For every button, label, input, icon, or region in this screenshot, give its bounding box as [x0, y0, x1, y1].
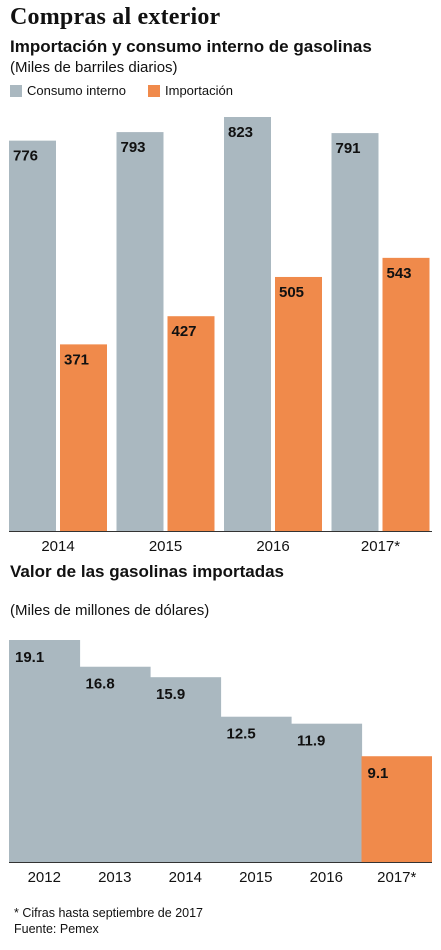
x-tick-2017*: 2017*: [377, 869, 416, 886]
x-tick-2015: 2015: [149, 538, 182, 555]
x-tick-2014: 2014: [41, 538, 74, 555]
legend-label-importacion: Importación: [165, 83, 233, 98]
value-label-2014: 15.9: [156, 686, 185, 703]
value-label-importacion-2014: 371: [64, 351, 89, 368]
value-label-consumo-2016: 823: [228, 124, 253, 141]
step-bar-2013: [79, 666, 151, 862]
import-value-step-chart: 19.1 2012 16.8 2013 15.9 2014 12.5 2015 11.9 2016…: [9, 640, 432, 886]
value-label-2017*: 9.1: [368, 765, 389, 782]
chart2-title: Valor de las gasolinas importadas: [10, 562, 284, 581]
bar-importacion-2014: [60, 344, 107, 531]
value-label-2013: 16.8: [86, 676, 115, 693]
legend-item-importacion: Importación: [148, 83, 233, 98]
legend-swatch-consumo: [10, 84, 22, 97]
step-bar-2016: [291, 723, 363, 862]
bar-consumo-2017*: [331, 133, 379, 531]
value-label-2016: 11.9: [297, 733, 325, 750]
value-label-importacion-2015: 427: [172, 323, 197, 340]
bar-consumo-2015: [116, 132, 164, 531]
step-bar-2014: [150, 677, 222, 862]
step-bar-2015: [220, 716, 292, 862]
source: Fuente: Pemex: [14, 922, 99, 936]
legend-item-consumo: Consumo interno: [10, 83, 126, 98]
value-label-2012: 19.1: [15, 649, 44, 666]
footnote: * Cifras hasta septiembre de 2017: [14, 906, 203, 920]
chart1-title: Importación y consumo interno de gasolin…: [10, 37, 372, 56]
value-label-importacion-2017*: 543: [387, 265, 412, 282]
chart1-unit: (Miles de barriles diarios): [10, 59, 178, 76]
chart2-unit: (Miles de millones de dólares): [10, 602, 210, 619]
legend-label-consumo: Consumo interno: [27, 83, 126, 98]
x-tick-2014: 2014: [169, 869, 202, 886]
x-tick-2015: 2015: [239, 869, 272, 886]
value-label-consumo-2014: 776: [13, 148, 38, 165]
page-title: Compras al exterior: [10, 4, 221, 30]
value-label-importacion-2016: 505: [279, 284, 304, 301]
bar-importacion-2015: [167, 316, 215, 531]
bar-importacion-2017*: [382, 257, 430, 531]
bar-consumo-2014: [9, 140, 56, 532]
step-bar-2017*: [361, 756, 432, 862]
step-bar-2012: [9, 640, 81, 862]
x-tick-2016: 2016: [256, 538, 289, 555]
x-tick-2012: 2012: [28, 869, 61, 886]
value-label-consumo-2015: 793: [121, 139, 146, 156]
value-label-consumo-2017*: 791: [336, 140, 361, 157]
value-label-2015: 12.5: [227, 726, 256, 743]
legend: Consumo interno Importación: [10, 83, 255, 98]
import-consumption-bar-chart: 776 371 2014 793 427 2015 823 505 2016 791 543 2017…: [9, 117, 432, 555]
x-tick-2013: 2013: [98, 869, 131, 886]
bar-importacion-2016: [275, 276, 322, 531]
x-tick-2016: 2016: [310, 869, 343, 886]
legend-swatch-importacion: [148, 84, 160, 97]
notes: * Cifras hasta septiembre de 2017 Fuente…: [14, 905, 203, 937]
bar-consumo-2016: [224, 117, 271, 531]
x-tick-2017*: 2017*: [361, 538, 400, 555]
